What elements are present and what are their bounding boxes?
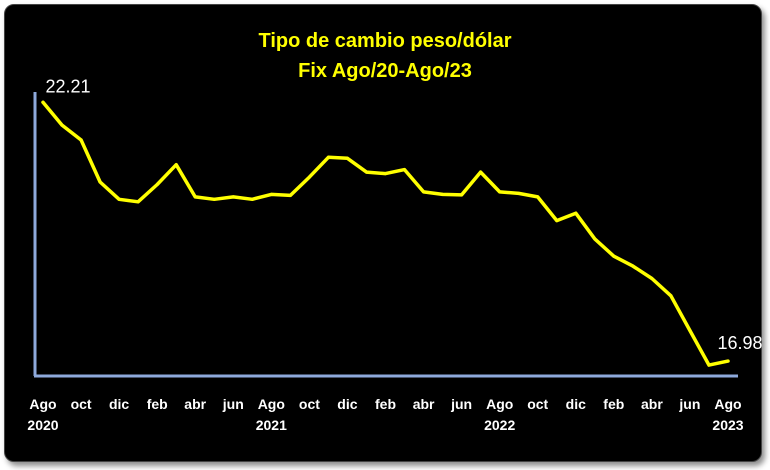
x-tick-label: Ago	[29, 396, 56, 412]
x-tick-label: feb	[375, 396, 396, 412]
data-point	[555, 219, 559, 223]
data-point	[365, 170, 368, 174]
series-layer	[41, 100, 730, 367]
x-tick-label: oct	[71, 396, 92, 412]
series-line	[41, 100, 730, 367]
x-tick-label: jun	[678, 396, 700, 412]
data-point	[422, 190, 426, 194]
data-point	[269, 192, 273, 196]
data-point	[250, 197, 254, 201]
x-tick-label: dic	[109, 396, 129, 412]
data-point	[384, 172, 387, 176]
data-point	[536, 195, 540, 199]
data-label: 22.21	[45, 76, 90, 96]
data-point	[707, 363, 711, 367]
data-point	[174, 163, 178, 167]
x-tick-label: feb	[603, 396, 624, 412]
data-point	[345, 156, 349, 160]
data-point	[517, 191, 521, 195]
x-tick-label: abr	[413, 396, 435, 412]
x-tick-year-label: 2021	[256, 417, 287, 433]
data-point	[60, 123, 64, 127]
data-label: 16.98	[717, 333, 762, 353]
data-point	[441, 192, 445, 196]
data-point	[117, 197, 121, 201]
chart-title: Tipo de cambio peso/dólar	[258, 30, 511, 52]
data-point	[460, 193, 464, 197]
chart-card	[4, 4, 762, 462]
data-point	[631, 264, 635, 268]
x-tick-label: abr	[184, 396, 206, 412]
data-point	[307, 175, 311, 179]
data-point	[726, 359, 730, 363]
data-point	[688, 329, 692, 332]
data-point	[650, 277, 654, 280]
x-tick-label: jun	[222, 396, 244, 412]
x-tick-label: Ago	[486, 396, 513, 412]
x-tick-label: dic	[337, 396, 357, 412]
x-tick-label: jun	[450, 396, 472, 412]
data-point	[403, 168, 406, 172]
data-point	[498, 190, 502, 194]
x-tick-label: oct	[299, 396, 320, 412]
data-point	[231, 195, 235, 199]
x-tick-label: dic	[566, 396, 586, 412]
x-tick-year-label: 2022	[484, 417, 515, 433]
data-point	[193, 195, 197, 199]
data-point	[326, 155, 330, 159]
data-point	[669, 294, 673, 298]
data-point	[136, 200, 140, 204]
x-tick-label: Ago	[714, 396, 741, 412]
x-tick-label: Ago	[258, 396, 285, 412]
x-tick-year-label: 2020	[27, 417, 58, 433]
data-point	[574, 211, 578, 215]
data-point	[155, 183, 159, 186]
data-labels-layer: 22.21 16.98	[45, 76, 762, 353]
chart-subtitle: Fix Ago/20-Ago/23	[298, 60, 472, 82]
x-tick-year-label: 2023	[712, 417, 743, 433]
data-point	[612, 254, 616, 258]
x-tick-label: oct	[527, 396, 548, 412]
data-point	[41, 100, 45, 104]
data-point	[288, 193, 292, 197]
data-point	[98, 180, 102, 184]
data-point	[79, 138, 83, 142]
data-point	[479, 170, 483, 174]
x-tick-label: feb	[147, 396, 168, 412]
x-tick-label: abr	[641, 396, 663, 412]
data-point	[593, 237, 597, 241]
data-point	[212, 197, 216, 201]
